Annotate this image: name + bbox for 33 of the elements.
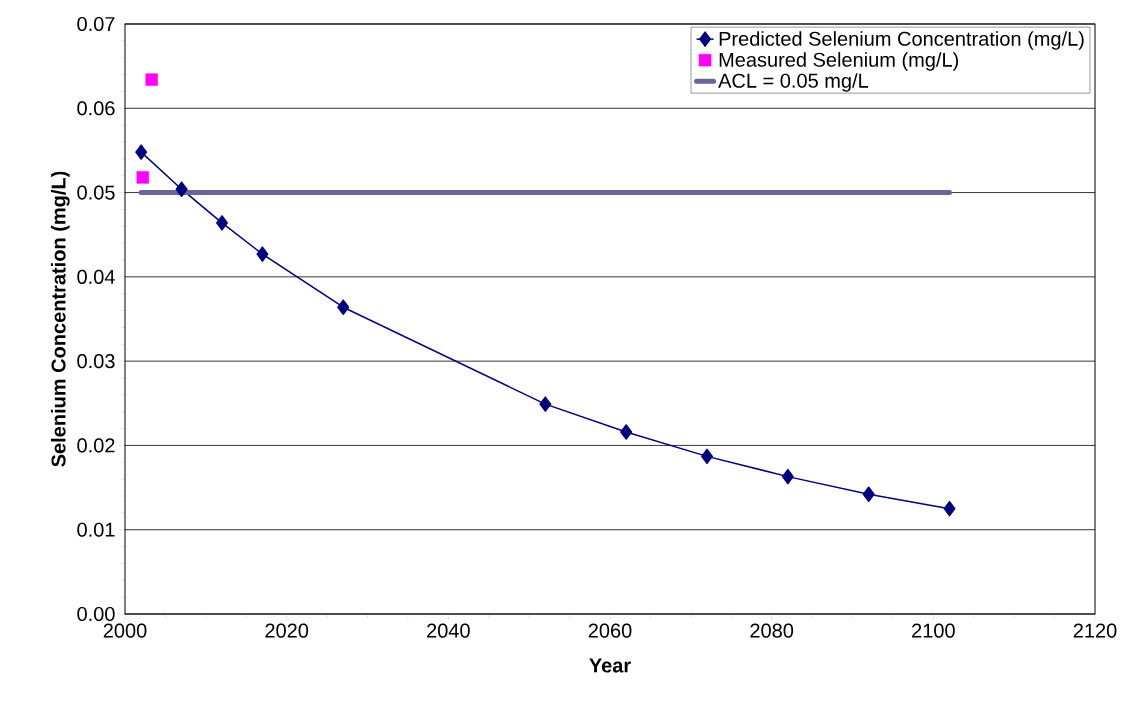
point [216, 215, 228, 231]
point [620, 424, 633, 440]
x-tick-label: 2120 [1073, 623, 1117, 638]
x-tick-label: 2000 [103, 623, 147, 638]
y-tick-label: 0.00 [77, 606, 115, 622]
x-tick-label: 2100 [912, 623, 955, 638]
y-tick-label: 0.07 [77, 16, 115, 32]
y-tick-label: 0.06 [77, 101, 115, 116]
x-tick-label: 2060 [588, 623, 632, 638]
point [145, 73, 158, 86]
point [337, 299, 350, 315]
point [136, 171, 149, 184]
point [943, 500, 956, 517]
legend-label: ACL = 0.05 mg/L [718, 73, 869, 92]
x-tick-label: 2040 [427, 623, 470, 638]
y-axis-title: Selenium Concentration (mg/L) [50, 171, 70, 467]
point [256, 246, 269, 262]
x-tick-label: 2020 [265, 623, 309, 638]
point [175, 181, 188, 197]
y-tick-label: 0.01 [77, 522, 115, 537]
point [701, 448, 714, 465]
y-tick-label: 0.02 [77, 438, 115, 453]
y-tick-label: 0.04 [77, 269, 115, 284]
y-tick-label: 0.05 [77, 185, 115, 200]
legend-label: Measured Selenium (mg/L) [719, 52, 959, 71]
point [862, 486, 875, 503]
point [135, 144, 148, 160]
point [781, 468, 794, 485]
x-axis-title: Year [589, 658, 631, 673]
y-tick-label: 0.03 [77, 354, 115, 369]
legend-label: Predicted Selenium Concentration (mg/L) [719, 31, 1084, 50]
point [539, 396, 552, 412]
x-tick-label: 2080 [750, 623, 794, 638]
